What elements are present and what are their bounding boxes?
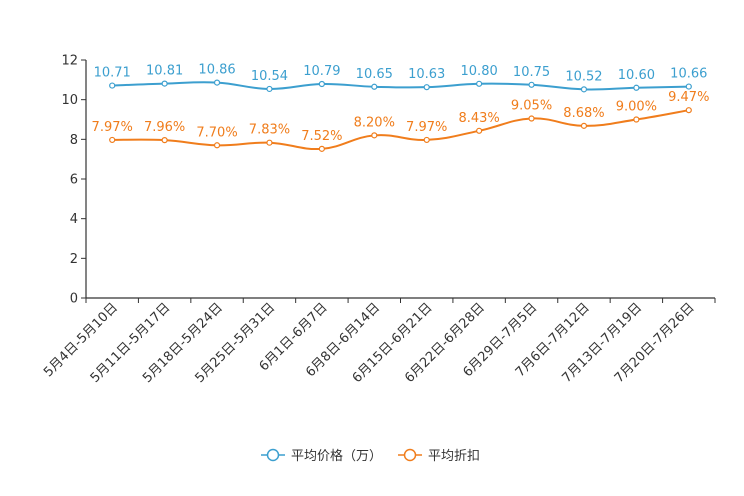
- data-labels: 10.71 10.81 10.86 10.54 10.79 10.65 10.63 10.80…: [92, 63, 710, 144]
- series-line-1: [112, 81, 689, 91]
- data-point[interactable]: [371, 132, 378, 139]
- data-label: 10.54: [251, 69, 288, 84]
- y-tick-label: 12: [61, 54, 78, 69]
- data-label: 9.05%: [511, 99, 552, 114]
- data-point[interactable]: [423, 84, 430, 91]
- data-point[interactable]: [213, 79, 221, 86]
- legend-marker-icon: [266, 448, 280, 462]
- data-label: 7.83%: [249, 123, 290, 138]
- data-label: 10.66: [670, 67, 707, 82]
- data-label: 10.81: [146, 64, 183, 79]
- data-label: 8.43%: [458, 111, 499, 126]
- data-point[interactable]: [476, 127, 483, 134]
- data-label: 10.86: [198, 63, 235, 78]
- legend-label: 平均价格（万）: [291, 448, 382, 464]
- data-point[interactable]: [685, 107, 692, 114]
- data-label: 7.97%: [406, 120, 447, 135]
- data-label: 8.68%: [563, 106, 604, 121]
- y-tick-label: 2: [70, 252, 78, 267]
- data-point[interactable]: [213, 142, 221, 149]
- data-point[interactable]: [580, 86, 588, 93]
- data-label: 9.00%: [616, 100, 657, 115]
- data-label: 9.47%: [668, 90, 709, 105]
- y-tick-label: 10: [61, 93, 78, 108]
- data-label: 7.70%: [196, 125, 237, 140]
- y-tick-label: 0: [70, 292, 78, 307]
- data-label: 10.71: [94, 66, 131, 81]
- data-label: 10.52: [565, 69, 602, 84]
- data-label: 10.60: [618, 68, 655, 83]
- legend-marker-icon: [403, 448, 417, 462]
- series-group: [109, 79, 692, 152]
- data-point[interactable]: [318, 80, 325, 88]
- data-point[interactable]: [633, 116, 640, 123]
- data-point[interactable]: [109, 136, 116, 144]
- data-label: 10.80: [461, 64, 498, 79]
- data-label: 7.97%: [92, 120, 133, 135]
- data-point[interactable]: [161, 137, 168, 144]
- data-point[interactable]: [685, 83, 692, 90]
- data-point[interactable]: [318, 145, 325, 152]
- y-tick-label: 8: [70, 133, 78, 148]
- data-point[interactable]: [580, 122, 588, 129]
- legend-label: 平均折扣: [428, 449, 480, 464]
- data-point[interactable]: [266, 85, 273, 93]
- data-point[interactable]: [109, 82, 116, 89]
- axes: 0246810125月4日-5月10日5月11日-5月17日5月18日-5月24…: [41, 54, 716, 386]
- legend-item-1[interactable]: 平均价格（万）: [261, 448, 382, 464]
- data-label: 10.63: [408, 67, 445, 82]
- data-label: 7.52%: [301, 129, 342, 144]
- data-point[interactable]: [371, 83, 378, 90]
- data-point[interactable]: [423, 136, 430, 144]
- data-point[interactable]: [633, 84, 640, 91]
- legend-item-2[interactable]: 平均折扣: [398, 448, 480, 464]
- data-point[interactable]: [266, 139, 273, 146]
- data-label: 10.75: [513, 65, 550, 80]
- y-tick-label: 4: [70, 212, 78, 227]
- data-point[interactable]: [161, 80, 168, 87]
- data-point[interactable]: [476, 80, 483, 87]
- y-tick-label: 6: [70, 173, 78, 188]
- data-label: 10.65: [356, 67, 393, 82]
- data-label: 8.20%: [354, 115, 395, 130]
- data-point[interactable]: [528, 115, 535, 122]
- data-label: 10.79: [303, 64, 340, 79]
- data-point[interactable]: [528, 81, 535, 88]
- legend[interactable]: 平均价格（万） 平均折扣: [261, 448, 480, 464]
- data-label: 7.96%: [144, 120, 185, 135]
- series-line-2: [112, 109, 689, 151]
